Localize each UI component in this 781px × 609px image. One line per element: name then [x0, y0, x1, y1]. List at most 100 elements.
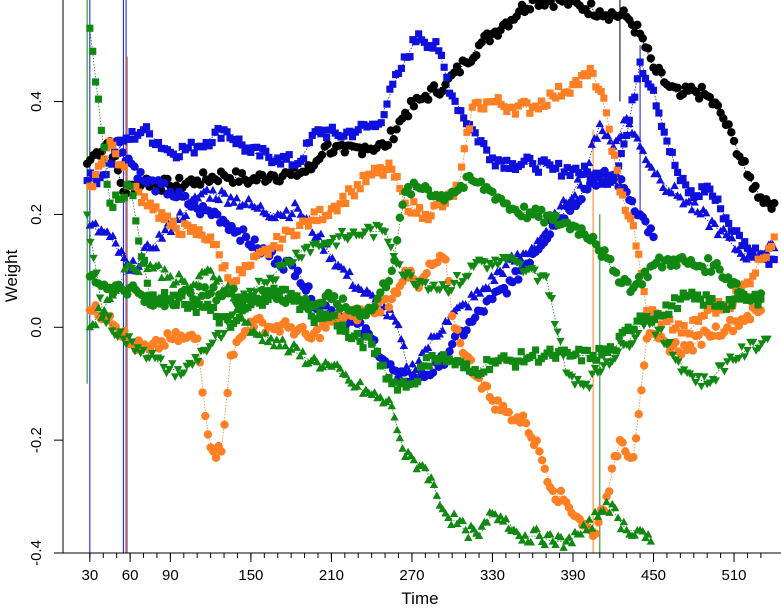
- point-4-10-6: [304, 222, 312, 230]
- point-4-27-1: [605, 125, 613, 133]
- point-8-0: [82, 211, 92, 220]
- point-0-18-5: [455, 68, 465, 77]
- point-1-4-6: [184, 144, 192, 152]
- point-5-39-2: [688, 346, 698, 355]
- point-1-17-3: [457, 107, 465, 115]
- point-1-7-6: [265, 153, 273, 161]
- point-6-30-6: [686, 256, 696, 265]
- point-7-15-4: [399, 377, 407, 385]
- point-9-14-3: [376, 392, 385, 401]
- point-6-20-6: [485, 186, 494, 195]
- point-3-14-1: [394, 320, 403, 329]
- point-5-14-3: [315, 333, 325, 343]
- point-1-32-4: [714, 195, 722, 203]
- point-8-34: [743, 346, 752, 355]
- x-tick-label-2: 90: [162, 567, 179, 584]
- point-3-9-5: [308, 228, 317, 236]
- point-6-24-1: [551, 211, 560, 220]
- point-2-12-4: [378, 354, 387, 364]
- point-3-30-6: [693, 207, 702, 216]
- point-4-30-5: [657, 320, 665, 328]
- point-8-33-6: [740, 353, 749, 361]
- point-4-7: [227, 278, 235, 286]
- point-9-7-6: [243, 318, 253, 326]
- point-1-28-2: [655, 109, 663, 117]
- point-5-34-2: [607, 464, 617, 473]
- point-1-11-5: [348, 133, 357, 141]
- point-4-9-4: [278, 235, 287, 243]
- point-9-2-6: [143, 264, 152, 273]
- point-3-8-2: [279, 211, 288, 219]
- point-5-41-4: [734, 321, 744, 330]
- point-5-26-2: [493, 396, 503, 405]
- point-4-9-6: [284, 227, 292, 236]
- point-4-27-2: [608, 147, 616, 155]
- point-4-14-5: [382, 166, 390, 174]
- point-2-3-6: [210, 207, 219, 216]
- point-3-24: [582, 164, 591, 173]
- point-9-4-6: [183, 283, 192, 292]
- point-1-19-4: [500, 164, 508, 172]
- point-1-3-2: [145, 130, 154, 138]
- point-7-29: [676, 295, 684, 303]
- point-4-1-5: [120, 163, 128, 171]
- point-5-6-3: [201, 411, 210, 421]
- point-0-36-4: [740, 157, 749, 166]
- y-axis-title: Weight: [2, 249, 21, 302]
- point-4-32-1: [686, 330, 694, 338]
- point-9-30-3: [643, 530, 653, 538]
- point-3-32-1: [719, 224, 728, 233]
- point-9-14-6: [384, 395, 394, 403]
- point-3-31-2: [702, 208, 711, 217]
- x-tick-label-5: 270: [399, 567, 424, 584]
- point-1-5-8: [217, 134, 225, 142]
- point-7-2-1: [129, 192, 137, 200]
- point-3-14-4: [402, 362, 411, 370]
- point-8-30-2: [668, 351, 677, 360]
- point-7-18-3: [457, 358, 465, 366]
- point-3-23-5: [576, 181, 585, 189]
- point-9-17-6: [438, 504, 447, 513]
- point-0-36: [729, 136, 739, 146]
- point-5-38-5: [677, 350, 686, 359]
- point-1-14-1: [397, 64, 405, 72]
- point-5-39-5: [697, 340, 706, 349]
- point-4-15: [388, 165, 396, 173]
- point-1-6-6: [238, 141, 246, 149]
- point-2-0-2: [118, 148, 127, 157]
- point-2-17-6: [465, 317, 474, 327]
- point-8-1-6: [116, 328, 125, 336]
- point-4-19-3: [463, 128, 471, 136]
- point-0-34-4: [713, 101, 723, 110]
- point-4-24-6: [566, 89, 574, 97]
- point-9-1-6: [123, 261, 132, 269]
- point-4-26-3: [597, 87, 605, 96]
- point-5-30-3: [556, 486, 566, 496]
- point-8-1-5: [113, 333, 122, 341]
- x-tick-label-7: 390: [560, 567, 585, 584]
- point-8-8-1: [242, 293, 252, 301]
- point-8-30-6: [679, 366, 689, 374]
- point-7-30-4: [708, 295, 716, 303]
- x-tick-label-1: 60: [122, 567, 139, 584]
- point-1-8-1: [277, 160, 285, 168]
- point-4-31-5: [677, 329, 685, 337]
- point-7-24-5: [583, 346, 591, 355]
- point-8-14-6: [378, 227, 387, 235]
- point-4-7-6: [244, 263, 252, 271]
- point-9-25-1: [551, 540, 560, 549]
- point-4-16-4: [413, 209, 421, 217]
- point-1-35-1: [746, 251, 754, 259]
- point-1-25-4: [620, 140, 628, 148]
- point-1-32-1: [706, 185, 714, 193]
- point-5-28-4: [532, 436, 541, 445]
- chart-marks: [82, 0, 779, 553]
- point-8-16-2: [406, 272, 416, 280]
- point-7-10-1: [290, 297, 298, 305]
- point-4-29-4: [640, 288, 648, 296]
- point-7-25-6: [606, 343, 614, 351]
- point-5-3-6: [163, 329, 172, 338]
- point-4-10-5: [301, 217, 310, 225]
- point-2-27-4: [646, 224, 656, 233]
- point-3-1-5: [120, 253, 129, 261]
